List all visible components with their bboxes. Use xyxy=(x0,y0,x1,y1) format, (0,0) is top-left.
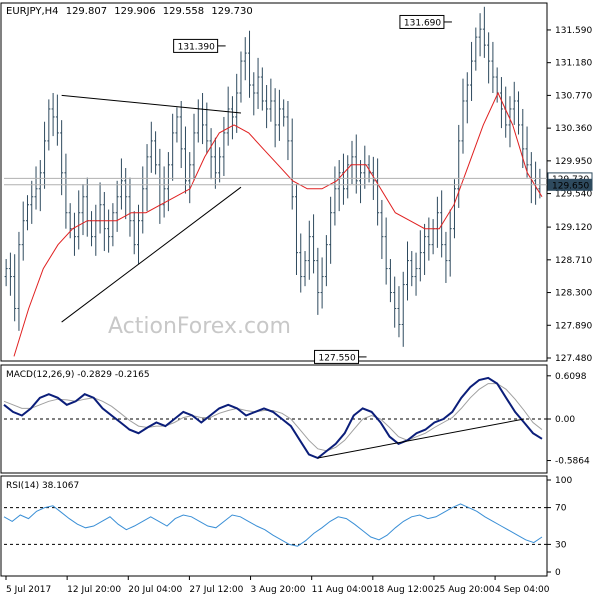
price-panel-frame xyxy=(0,2,548,362)
price-tag-label: 129.650 xyxy=(552,181,589,191)
macd-tick-label: -0.5864 xyxy=(555,457,590,467)
symbol-label: EURJPY,H4 xyxy=(6,6,59,17)
price-axis: 131.590 131.180 130.770 130.360 129.950 129.5… xyxy=(547,26,592,364)
price-tick-label: 131.590 xyxy=(555,26,592,36)
time-tick-label: 27 Jul 12:00 xyxy=(189,585,243,595)
rsi-main-line xyxy=(3,503,543,547)
time-tick-label: 20 Jul 04:00 xyxy=(128,585,182,595)
macd-tick-label: 0.6098 xyxy=(555,372,587,382)
support-trendline xyxy=(61,186,242,323)
rsi-title: RSI(14) 38.1067 xyxy=(6,481,79,491)
rsi-line xyxy=(3,503,547,547)
price-tick-label: 131.180 xyxy=(555,59,592,69)
chart-header: EURJPY,H4 129.807 129.906 129.558 129.73… xyxy=(6,6,253,17)
rsi-tick-label: 30 xyxy=(555,540,567,550)
trendlines xyxy=(61,94,242,323)
rsi-panel xyxy=(0,475,548,577)
price-tick-label: 128.300 xyxy=(555,289,592,299)
price-annotations: 131.690 131.390 127.550 xyxy=(173,14,452,364)
price-tick-label: 127.480 xyxy=(555,354,592,364)
price-tick-label: 129.540 xyxy=(555,190,592,200)
price-tick-label: 128.710 xyxy=(555,256,592,266)
rsi-panel-frame xyxy=(0,475,548,577)
rsi-tick-label: 70 xyxy=(555,504,567,514)
macd-main-line xyxy=(3,376,543,460)
rsi-tick-label: 0 xyxy=(555,568,561,578)
macd-lines xyxy=(3,376,547,460)
time-tick-label: 4 Sep 04:00 xyxy=(495,585,550,595)
high-value: 129.906 xyxy=(114,6,155,17)
time-tick-label: 18 Aug 12:00 xyxy=(373,585,434,595)
time-tick-label: 25 Aug 20:00 xyxy=(434,585,495,595)
time-axis: 5 Jul 2017 12 Jul 20:00 20 Jul 04:00 27 Jul… xyxy=(5,576,550,595)
annotation-label: 131.390 xyxy=(178,42,215,52)
price-panel xyxy=(0,2,548,362)
watermark: ActionForex.com xyxy=(108,314,291,339)
time-tick-label: 5 Jul 2017 xyxy=(6,585,51,595)
price-tick-label: 130.360 xyxy=(555,124,592,134)
time-tick-label: 12 Jul 20:00 xyxy=(67,585,121,595)
rsi-axis: 100 70 30 0 xyxy=(547,476,572,578)
price-tags: 129.730129.650 xyxy=(4,172,593,191)
macd-title: MACD(12,26,9) -0.2829 -0.2165 xyxy=(6,370,150,380)
ma-line xyxy=(13,91,543,357)
annotation-label: 131.690 xyxy=(404,18,441,28)
annotation-label: 127.550 xyxy=(319,353,356,363)
macd-trendline xyxy=(317,418,525,459)
price-tick-label: 130.770 xyxy=(555,91,592,101)
price-tick-label: 129.120 xyxy=(555,223,592,233)
price-tag-box xyxy=(547,178,593,191)
candles xyxy=(4,6,542,347)
resistance-trendline xyxy=(61,94,242,114)
time-tick-label: 11 Aug 04:00 xyxy=(312,585,373,595)
close-value: 129.730 xyxy=(211,6,252,17)
moving-average xyxy=(13,91,543,357)
rsi-tick-label: 100 xyxy=(555,476,572,486)
time-tick-label: 3 Aug 20:00 xyxy=(251,585,306,595)
low-value: 129.558 xyxy=(163,6,204,17)
open-value: 129.807 xyxy=(66,6,107,17)
price-tick-label: 129.950 xyxy=(555,157,592,167)
price-tick-label: 127.890 xyxy=(555,321,592,331)
macd-tick-label: 0.00 xyxy=(555,415,575,425)
macd-axis: 0.6098 0.00 -0.5864 xyxy=(547,372,590,467)
